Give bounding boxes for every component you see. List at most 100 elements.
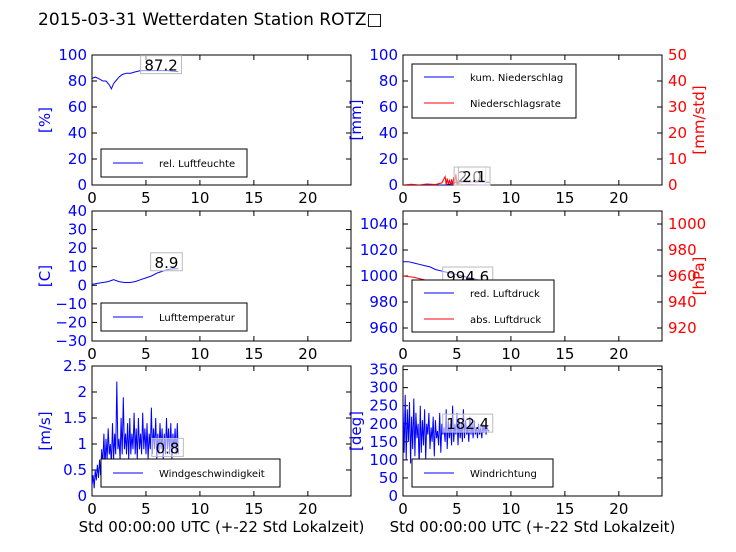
- y2-axis-label: [mm/std]: [690, 85, 708, 154]
- annotation-box: [151, 437, 184, 457]
- x-tick-label: 5: [141, 189, 151, 207]
- x-tick-label: 10: [190, 189, 209, 207]
- x-tick-label: 20: [609, 345, 628, 363]
- annotation-label: 87.2: [144, 57, 177, 75]
- y2-tick-label: 1000: [668, 215, 706, 233]
- y-tick-label: 960: [369, 319, 398, 337]
- y2-tick-label: 50: [668, 46, 687, 64]
- y-tick-label: 100: [369, 451, 398, 469]
- x-axis-label: Std 00:00:00 UTC (+-22 Std Lokalzeit): [390, 518, 676, 536]
- x-tick-label: 20: [609, 189, 628, 207]
- y-tick-label: 250: [369, 397, 398, 415]
- x-tick-label: 10: [190, 500, 209, 518]
- legend-label: rel. Luftfeuchte: [159, 159, 235, 170]
- y-tick-label: 0: [77, 276, 87, 294]
- y-tick-label: −10: [55, 295, 87, 313]
- x-tick-label: 0: [398, 500, 408, 518]
- legend-label: Windgeschwindigkeit: [159, 469, 265, 480]
- y-tick-label: 80: [379, 72, 398, 90]
- annotation-box: [457, 166, 491, 186]
- annotation-label: 2.1: [462, 168, 486, 186]
- x-tick-label: 20: [298, 500, 317, 518]
- legend-label: red. Luftdruck: [470, 289, 540, 300]
- x-tick-label: 20: [609, 500, 628, 518]
- y-tick-label: 20: [379, 150, 398, 168]
- x-tick-label: 0: [398, 189, 408, 207]
- x-tick-label: 15: [555, 189, 574, 207]
- x-tick-label: 0: [87, 345, 97, 363]
- y-tick-label: 60: [379, 98, 398, 116]
- legend-label: abs. Luftdruck: [470, 315, 541, 326]
- legend-label: kum. Niederschlag: [470, 73, 563, 84]
- x-tick-label: 15: [555, 345, 574, 363]
- y2-tick-label: 40: [668, 72, 687, 90]
- y-tick-label: 980: [369, 293, 398, 311]
- y-tick-label: 2.5: [63, 357, 87, 375]
- y2-tick-label: 940: [668, 293, 697, 311]
- panel-3: 0 5 10 15 20−30−20−10010203040[C]8.9Lufttemp…: [36, 202, 352, 363]
- x-tick-label: 20: [298, 189, 317, 207]
- y-tick-label: 200: [369, 415, 398, 433]
- x-tick-label: 15: [244, 500, 263, 518]
- x-tick-label: 5: [452, 345, 462, 363]
- y-axis-label: [mm]: [347, 100, 365, 141]
- y-tick-label: 1040: [360, 215, 398, 233]
- annotation-box: [150, 252, 183, 272]
- x-tick-label: 20: [298, 345, 317, 363]
- y2-tick-label: 20: [668, 124, 687, 142]
- y-axis-label: [C]: [36, 265, 54, 287]
- x-tick-label: 10: [190, 345, 209, 363]
- y-tick-label: 20: [68, 239, 87, 257]
- y-tick-label: −20: [55, 313, 87, 331]
- y-tick-label: 50: [379, 469, 398, 487]
- y-tick-label: −30: [55, 332, 87, 350]
- y-tick-label: 10: [68, 258, 87, 276]
- x-tick-label: 5: [141, 500, 151, 518]
- panel-1: 0 5 10 15 20 0 20 40 60 80 100 [%] 87.2 rel. Luftfeuc…: [36, 46, 352, 207]
- y-tick-label: 60: [68, 98, 87, 116]
- y-tick-label: 100: [369, 46, 398, 64]
- y-tick-label: 100: [58, 46, 87, 64]
- x-tick-label: 15: [555, 500, 574, 518]
- panel-2: 0 5 10 15 20 0 20 40 60 80 100 0 10 20 30 40 50 [mm] [mm/s…: [347, 46, 708, 207]
- y-tick-label: 300: [369, 379, 398, 397]
- y2-tick-label: 0: [668, 176, 678, 194]
- y-tick-label: 80: [68, 72, 87, 90]
- y2-tick-label: 980: [668, 241, 697, 259]
- y-tick-label: 1000: [360, 267, 398, 285]
- annotation-label: 182.4: [446, 415, 489, 433]
- y-axis-label: [deg]: [347, 411, 365, 451]
- y2-axis-label: [hPa]: [690, 257, 708, 296]
- y2-tick-label: 10: [668, 150, 687, 168]
- x-tick-label: 10: [501, 500, 520, 518]
- legend-box: [411, 63, 577, 119]
- x-tick-label: 0: [398, 345, 408, 363]
- x-axis-label: Std 00:00:00 UTC (+-22 Std Lokalzeit): [79, 518, 365, 536]
- panel-4: 0 5 10 15 20 960 980 1000 1020 1040 920 940 960 980 10…: [360, 210, 708, 363]
- y-axis-label: [%]: [36, 107, 54, 133]
- y2-tick-label: 30: [668, 98, 687, 116]
- x-tick-label: 5: [452, 189, 462, 207]
- x-tick-label: 0: [87, 500, 97, 518]
- y-tick-label: 40: [68, 202, 87, 220]
- x-tick-label: 10: [501, 345, 520, 363]
- y2-tick-label: 920: [668, 319, 697, 337]
- y-tick-label: 0: [388, 487, 398, 505]
- annotation-label: 0.8: [156, 439, 180, 457]
- legend-box: [411, 279, 555, 333]
- y-tick-label: 1020: [360, 241, 398, 259]
- panel-5: 0 5 10 15 20 0 0.5 1 1.5 2 2.5 [m/s] Std 00:00:00 UT…: [36, 357, 364, 536]
- y-tick-label: 0: [77, 176, 87, 194]
- x-tick-label: 10: [501, 189, 520, 207]
- x-tick-label: 5: [452, 500, 462, 518]
- y-tick-label: 30: [68, 221, 87, 239]
- y-tick-label: 0.5: [63, 461, 87, 479]
- x-tick-label: 15: [244, 345, 263, 363]
- legend-label: Windrichtung: [470, 469, 537, 480]
- y-tick-label: 350: [369, 361, 398, 379]
- y2-tick-label: 960: [668, 267, 697, 285]
- x-tick-label: 5: [141, 345, 151, 363]
- legend-label: Niederschlagsrate: [470, 99, 561, 110]
